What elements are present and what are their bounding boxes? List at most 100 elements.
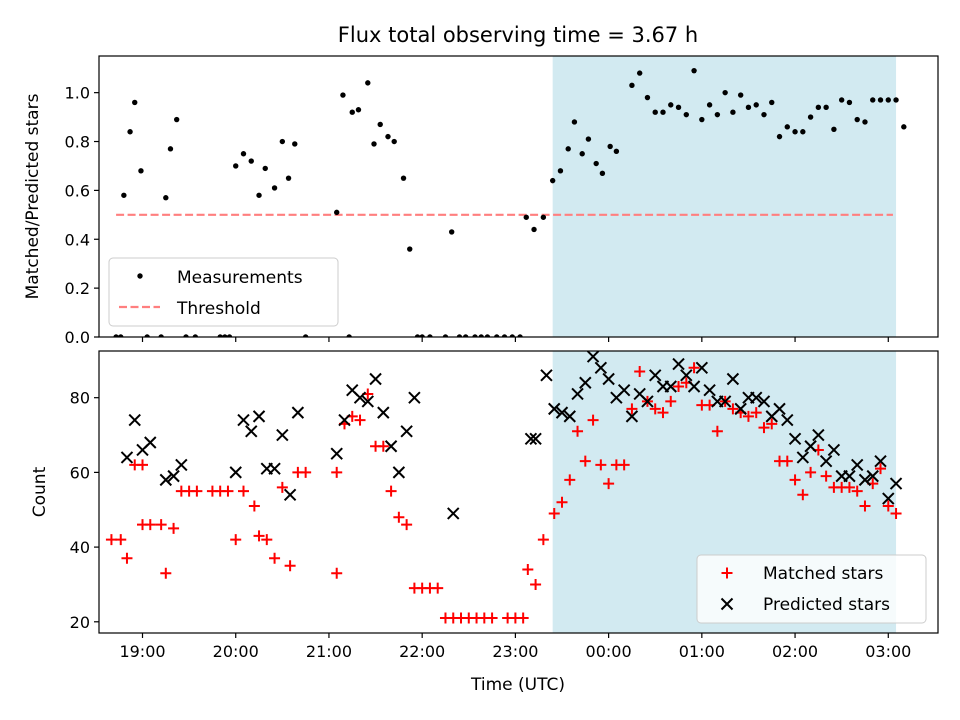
data-point — [175, 458, 188, 472]
data-point — [138, 168, 144, 174]
data-point — [820, 470, 832, 482]
data-point — [523, 214, 529, 220]
data-point — [711, 425, 723, 437]
data-point — [727, 403, 739, 415]
data-point — [115, 534, 127, 546]
data-point — [340, 92, 346, 98]
x-tick-label: 23:00 — [492, 642, 538, 661]
data-point — [183, 334, 189, 337]
data-point — [668, 102, 674, 108]
data-point — [555, 406, 569, 419]
data-point — [448, 229, 455, 235]
data-point — [851, 485, 863, 497]
y-tick-label: 0.0 — [65, 328, 90, 347]
data-point — [253, 530, 265, 542]
x-tick-label: 02:00 — [772, 642, 818, 661]
y-tick-label: 0.4 — [65, 230, 90, 249]
data-point — [827, 443, 841, 457]
x-tick-label: 01:00 — [679, 642, 725, 661]
data-point — [261, 534, 273, 546]
legend-marker-matched — [721, 567, 733, 579]
data-point — [144, 334, 150, 337]
y-axis-label: Matched/Predicted stars — [23, 93, 43, 299]
data-point — [664, 380, 677, 393]
data-point — [524, 432, 538, 445]
data-point — [168, 522, 180, 534]
data-point — [486, 612, 498, 624]
data-point — [230, 534, 242, 546]
top-panel: 0.0 0.2 0.4 0.6 0.8 1.0 Matched/Predicted star… — [23, 55, 939, 347]
data-point — [665, 395, 677, 407]
data-point — [758, 422, 770, 434]
y-tick-label: 60 — [70, 463, 90, 482]
data-point — [773, 402, 786, 416]
data-point — [660, 109, 666, 115]
data-point — [726, 372, 740, 386]
data-point — [377, 440, 389, 452]
data-point — [766, 418, 778, 430]
legend: Measurements Threshold — [108, 257, 339, 327]
data-point — [159, 473, 173, 487]
data-point — [714, 111, 721, 118]
data-point — [522, 564, 534, 576]
chart-title: Flux total observing time = 3.67 h — [338, 23, 698, 47]
data-point — [734, 402, 747, 416]
data-point — [353, 391, 367, 404]
data-point — [369, 372, 382, 386]
data-point — [761, 111, 767, 118]
data-point — [618, 459, 630, 471]
data-point — [191, 485, 203, 497]
data-point — [334, 209, 340, 216]
data-point — [330, 447, 343, 460]
data-point — [121, 552, 133, 564]
data-point — [128, 413, 141, 427]
data-point — [750, 391, 763, 404]
legend-marker-predicted — [720, 597, 734, 611]
legend-marker-measurements — [137, 273, 143, 279]
data-point — [442, 334, 449, 337]
data-point — [432, 582, 444, 594]
data-point — [644, 94, 651, 101]
data-point — [548, 402, 561, 416]
data-point — [120, 451, 134, 464]
data-point — [167, 469, 180, 483]
data-point — [540, 369, 553, 382]
data-point — [699, 116, 705, 123]
data-point — [349, 109, 355, 115]
data-point — [593, 160, 599, 167]
data-point — [703, 384, 716, 397]
data-point — [144, 436, 157, 449]
data-point — [392, 466, 406, 479]
data-point — [687, 380, 701, 393]
data-point — [391, 138, 397, 145]
data-point — [893, 97, 899, 103]
x-tick-label: 19:00 — [119, 642, 165, 661]
data-point — [579, 151, 585, 157]
data-point — [673, 380, 685, 392]
data-point — [268, 462, 281, 475]
data-point — [248, 158, 254, 164]
data-point — [607, 143, 613, 150]
data-point — [776, 133, 783, 140]
series-predicted-stars — [120, 351, 903, 520]
data-point — [859, 500, 871, 512]
data-point — [302, 334, 309, 337]
data-point — [797, 489, 809, 501]
data-point — [683, 111, 689, 118]
data-point — [229, 466, 242, 479]
data-point — [400, 175, 407, 181]
data-point — [804, 440, 817, 453]
data-point — [805, 466, 817, 478]
data-point — [414, 334, 421, 337]
data-point — [877, 97, 884, 103]
data-point — [237, 413, 250, 427]
data-point — [602, 372, 615, 386]
y-tick-label: 1.0 — [65, 84, 90, 103]
data-point — [400, 425, 413, 438]
data-point — [722, 89, 728, 96]
axes-frame — [98, 350, 939, 634]
data-point — [237, 485, 249, 497]
data-point — [158, 334, 164, 337]
data-point — [517, 334, 523, 337]
x-tick-label: 22:00 — [399, 642, 445, 661]
